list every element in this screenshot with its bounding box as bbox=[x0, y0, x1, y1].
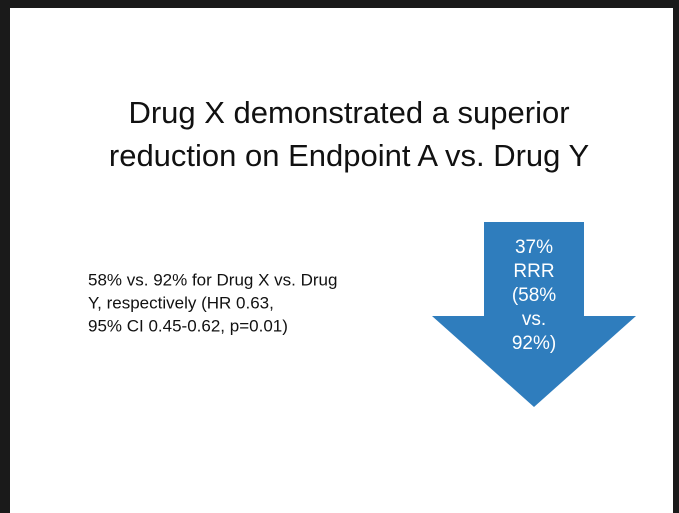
body-line: Y, respectively (HR 0.63, bbox=[88, 293, 274, 312]
down-arrow bbox=[432, 222, 636, 407]
arrow-line: vs. bbox=[522, 309, 546, 330]
title-line: Drug X demonstrated a superior bbox=[128, 95, 569, 130]
arrow-line: RRR bbox=[513, 261, 554, 282]
title-line: reduction on Endpoint A vs. Drug Y bbox=[109, 138, 589, 173]
arrow-line: (58% bbox=[512, 285, 556, 306]
arrow-line: 92%) bbox=[512, 333, 556, 354]
arrow-text: 37% RRR (58% vs. 92%) bbox=[512, 237, 556, 354]
arrow-line: 37% bbox=[515, 237, 553, 258]
title: Drug X demonstrated a superior reduction … bbox=[109, 95, 589, 173]
body-line: 95% CI 0.45-0.62, p=0.01) bbox=[88, 316, 288, 335]
arrow-shape bbox=[432, 222, 636, 407]
body-text: 58% vs. 92% for Drug X vs. Drug Y, respec… bbox=[88, 270, 337, 335]
body-line: 58% vs. 92% for Drug X vs. Drug bbox=[88, 270, 337, 289]
